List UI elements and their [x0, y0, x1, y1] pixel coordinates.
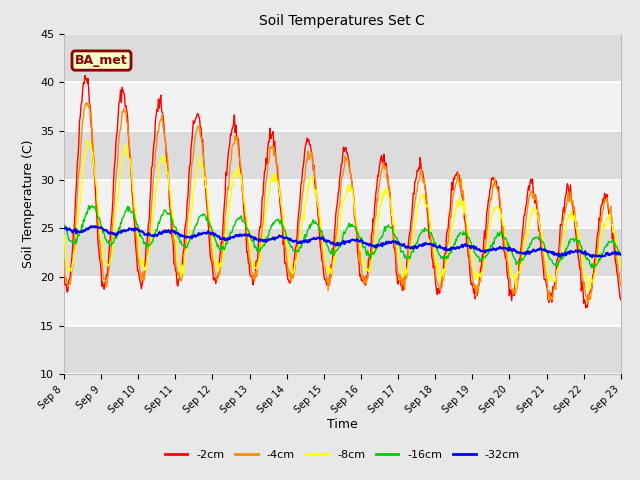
Bar [64, 82, 621, 131]
Bar [64, 34, 621, 82]
X-axis label: Time: Time [327, 418, 358, 431]
Legend: -2cm, -4cm, -8cm, -16cm, -32cm: -2cm, -4cm, -8cm, -16cm, -32cm [161, 445, 524, 464]
Bar [64, 131, 621, 180]
Bar [64, 180, 621, 228]
Y-axis label: Soil Temperature (C): Soil Temperature (C) [22, 140, 35, 268]
Bar [64, 277, 621, 326]
Bar [64, 326, 621, 374]
Text: BA_met: BA_met [75, 54, 128, 67]
Bar [64, 228, 621, 277]
Title: Soil Temperatures Set C: Soil Temperatures Set C [259, 14, 426, 28]
